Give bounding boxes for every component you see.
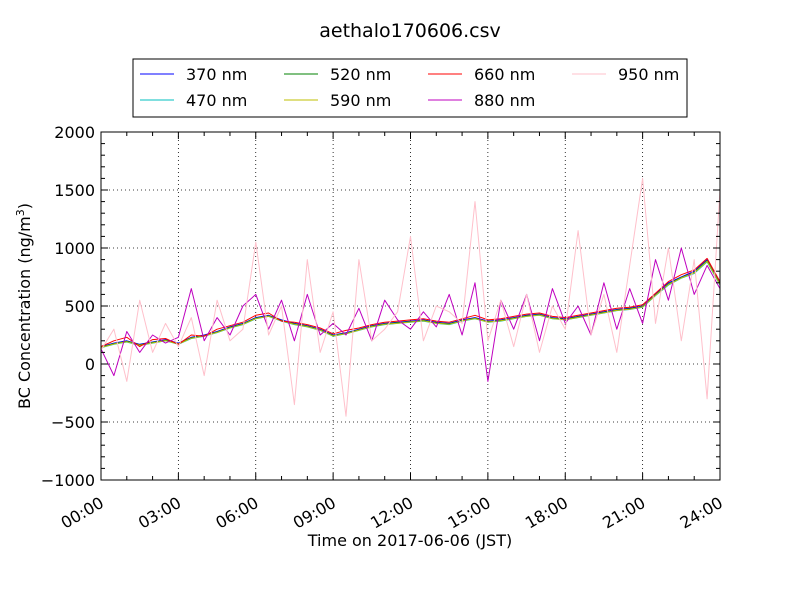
y-tick-label: 2000 [54,123,95,142]
x-tick-label: 03:00 [135,493,184,533]
x-axis-label: Time on 2017-06-06 (JST) [307,531,512,550]
x-tick-label: 15:00 [444,493,493,533]
series-line-880-nm [101,247,720,382]
legend-box [132,58,688,118]
y-tick-label: 0 [85,355,95,374]
x-tick-label: 18:00 [522,493,571,533]
legend-label: 520 nm [330,65,391,84]
legend: 370 nm 470 nm 520 nm 590 nm 660 nm 880 nm 950 … [132,58,688,118]
chart-title: aethalo170606.csv [319,20,501,42]
x-tick-labels: 00:00 03:00 06:00 09:00 12:00 15:00 18:00 21:00… [58,493,726,533]
y-tick-label: −500 [51,413,95,432]
series-line-660-nm [101,257,720,348]
legend-label: 950 nm [618,65,679,84]
grid-lines [101,132,720,480]
series-line-370-nm [101,259,720,348]
y-tick-label: 1000 [54,239,95,258]
y-tick-label: 1500 [54,181,95,200]
y-axis-label: BC Concentration (ng/m3) [14,203,34,409]
series-lines [101,177,720,417]
legend-label: 660 nm [474,65,535,84]
y-tick-label: −1000 [41,471,95,490]
x-tick-label: 09:00 [290,493,339,533]
x-tick-label: 12:00 [367,493,416,533]
x-tick-label: 24:00 [677,493,726,533]
y-tick-label: 500 [64,297,95,316]
x-tick-label: 06:00 [212,493,261,533]
series-line-950-nm [101,177,720,417]
x-tick-label: 21:00 [599,493,648,533]
legend-label: 590 nm [330,91,391,110]
plot-frame [100,131,721,481]
legend-label: 880 nm [474,91,535,110]
legend-label: 470 nm [186,91,247,110]
axis-ticks [100,131,721,481]
x-tick-label: 00:00 [58,493,107,533]
y-tick-labels: −1000 −500 0 500 1000 1500 2000 [41,123,95,490]
legend-label: 370 nm [186,65,247,84]
